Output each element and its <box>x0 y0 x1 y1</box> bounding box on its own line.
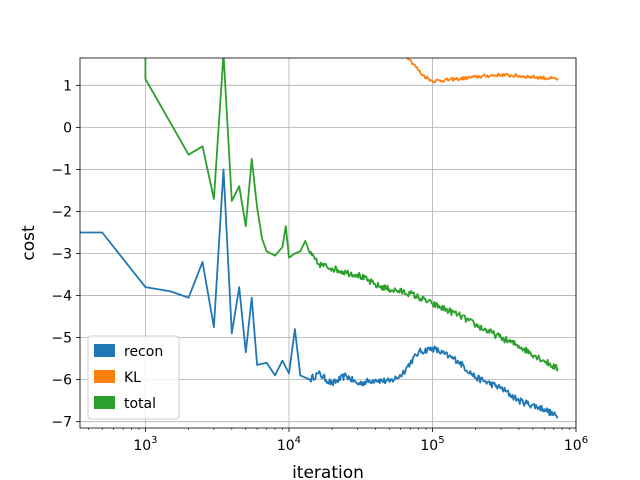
x-tick-label: 103 <box>133 435 157 454</box>
x-axis-label: iteration <box>292 463 364 480</box>
y-tick-label: 1 <box>63 78 72 94</box>
legend-label-total: total <box>124 396 156 412</box>
y-tick-label: −7 <box>51 415 72 431</box>
x-tick-label: 104 <box>277 435 301 454</box>
legend-swatch-total <box>94 396 115 409</box>
y-tick-label: −6 <box>51 373 72 389</box>
y-tick-label: −4 <box>51 289 72 305</box>
legend-label-recon: recon <box>124 344 163 360</box>
x-tick-label: 105 <box>420 435 444 454</box>
series-line-recon <box>80 168 559 419</box>
y-tick-label: −5 <box>51 331 72 347</box>
y-tick-label: −2 <box>51 204 72 220</box>
y-tick-label: −3 <box>51 247 72 263</box>
series-line-total <box>144 58 559 372</box>
legend-label-kl: KL <box>124 370 141 386</box>
ticks <box>76 84 577 432</box>
series-line-kl <box>406 58 559 84</box>
series-layer <box>80 58 559 419</box>
legend: recon KL total <box>87 335 180 420</box>
legend-swatch-recon <box>94 344 115 357</box>
tick-labels: 103 104 105 106 1 0 −1 −2 −3 −4 −5 −6 −7 <box>51 78 588 454</box>
y-tick-label: 0 <box>63 120 72 136</box>
y-axis-label: cost <box>19 225 39 261</box>
x-tick-label: 106 <box>564 435 588 454</box>
plot-frame <box>79 57 577 429</box>
legend-swatch-kl <box>94 370 115 383</box>
y-tick-label: −1 <box>51 162 72 178</box>
